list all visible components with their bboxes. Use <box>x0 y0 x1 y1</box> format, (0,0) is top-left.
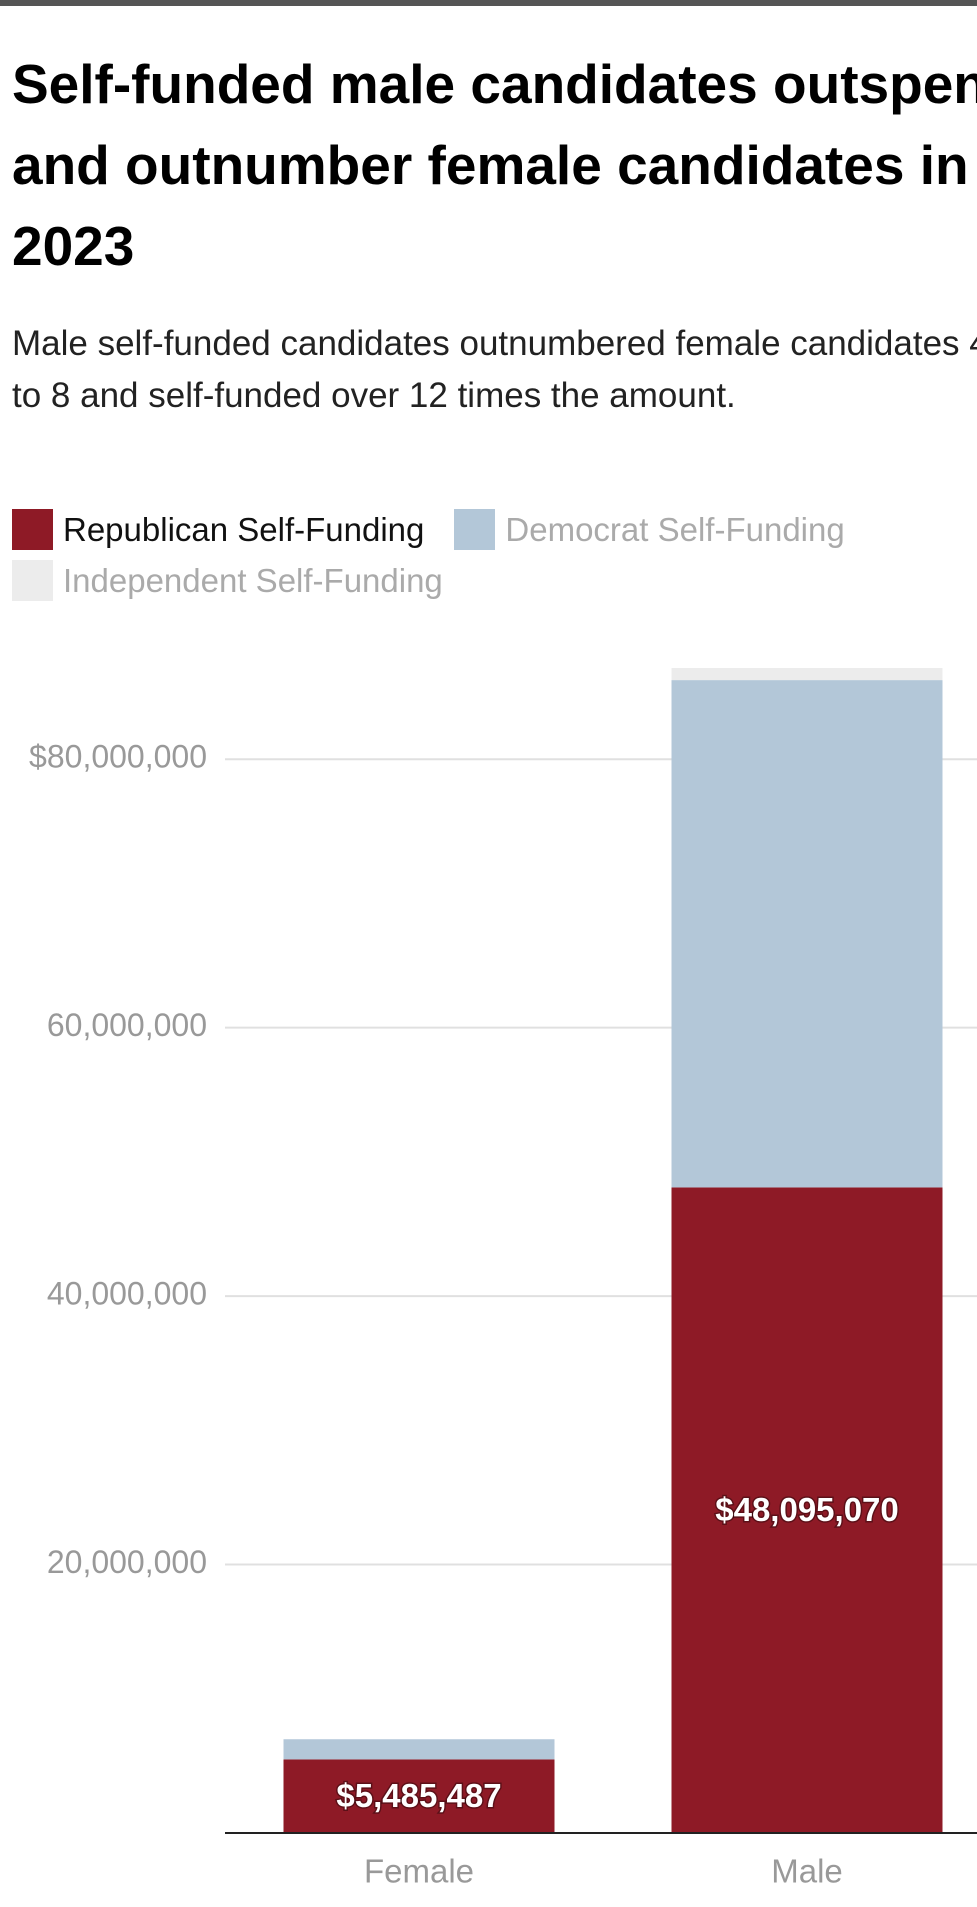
y-tick-label: 20,000,000 <box>47 1544 207 1580</box>
legend-item: Democrat Self-Funding <box>454 504 845 555</box>
data-label: $5,485,487 <box>336 1777 501 1814</box>
legend-item: Republican Self-Funding <box>12 504 424 555</box>
bar-segment <box>671 1187 943 1833</box>
legend-label: Democrat Self-Funding <box>505 510 845 548</box>
data-label: $48,095,070 <box>715 1491 899 1528</box>
legend-swatch <box>454 509 496 550</box>
bar-segment <box>283 1759 555 1833</box>
legend-swatch <box>12 509 53 550</box>
legend-swatch <box>12 560 53 601</box>
legend: Republican Self-Funding Democrat Self-Fun… <box>12 504 912 606</box>
bar-segment <box>671 668 943 681</box>
legend-item: Independent Self-Funding <box>12 555 443 606</box>
chart-title: Self-funded male candidates outspend and… <box>12 53 977 277</box>
x-tick-label: Male <box>771 1853 843 1890</box>
y-tick-label: 40,000,000 <box>47 1276 207 1312</box>
bar-segment <box>671 680 943 1188</box>
bar-segment <box>283 1739 555 1760</box>
x-tick-label: Female <box>364 1853 474 1890</box>
y-tick-label: 60,000,000 <box>47 1007 207 1043</box>
legend-label: Independent Self-Funding <box>63 561 443 599</box>
top-bar <box>0 0 977 6</box>
legend-label: Republican Self-Funding <box>63 510 425 548</box>
chart-subtitle: Male self-funded candidates outnumbered … <box>12 324 977 415</box>
y-tick-label: $80,000,000 <box>29 739 207 775</box>
